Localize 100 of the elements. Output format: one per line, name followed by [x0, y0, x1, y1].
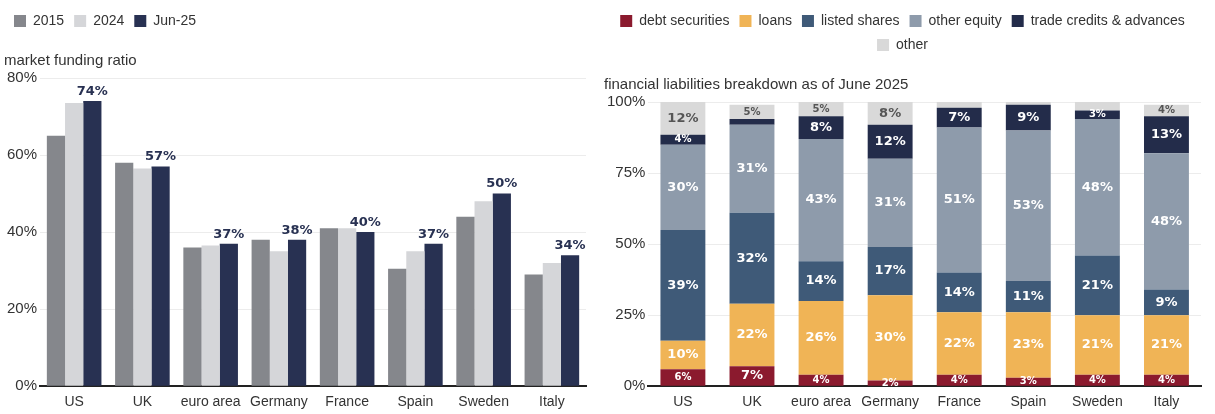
- y-tick-label: 75%: [615, 163, 646, 181]
- bar: [1074, 255, 1120, 316]
- y-tick-label: 20%: [6, 299, 38, 317]
- data-label: 4%: [950, 373, 968, 385]
- bar: [729, 119, 775, 125]
- y-tick-label: 80%: [6, 68, 38, 86]
- data-label: 8%: [879, 104, 902, 120]
- bar: [798, 261, 844, 301]
- bar: [729, 303, 775, 367]
- x-tick-label: euro area: [180, 393, 241, 410]
- bar: [1144, 116, 1189, 154]
- data-label: 57%: [145, 148, 177, 164]
- bar: [936, 127, 982, 273]
- y-tick-label: 0%: [623, 376, 646, 394]
- data-label: 43%: [805, 191, 837, 207]
- data-label: 12%: [667, 109, 699, 125]
- data-label: 40%: [349, 213, 381, 229]
- data-label: 5%: [812, 102, 830, 114]
- data-label: 7%: [740, 367, 764, 383]
- bar: [867, 158, 913, 247]
- bar: [269, 251, 288, 386]
- data-label: 30%: [874, 329, 906, 345]
- x-tick-label: UK: [132, 393, 153, 410]
- legend-label: 2015: [33, 11, 65, 28]
- x-tick-label: US: [64, 393, 84, 410]
- y-tick-label: 25%: [615, 305, 646, 323]
- data-label: 21%: [1081, 276, 1113, 292]
- data-label: 9%: [1155, 293, 1178, 309]
- x-tick-label: UK: [742, 393, 763, 410]
- bar: [456, 216, 475, 386]
- x-tick-label: Germany: [861, 393, 919, 410]
- bar: [524, 274, 543, 386]
- legend-label: trade credits & advances: [1030, 11, 1185, 28]
- bar: [424, 243, 443, 386]
- data-label: 8%: [810, 118, 833, 134]
- bar: [1074, 102, 1120, 111]
- data-label: 10%: [667, 346, 699, 362]
- data-label: 74%: [76, 82, 108, 98]
- bar: [1144, 315, 1189, 375]
- data-label: 30%: [667, 178, 699, 194]
- legend-label: loans: [758, 11, 792, 28]
- data-label: 21%: [1150, 336, 1183, 352]
- data-label: 3%: [1088, 108, 1106, 120]
- chart-title: financial liabilities breakdown as of June 2025: [604, 75, 909, 93]
- data-label: 22%: [943, 334, 975, 350]
- data-label: 37%: [418, 225, 450, 241]
- data-label: 38%: [281, 221, 313, 237]
- bar: [406, 251, 425, 386]
- data-label: 26%: [805, 329, 837, 345]
- x-tick-label: Italy: [1153, 393, 1180, 410]
- data-label: 48%: [1150, 212, 1183, 228]
- x-tick-label: Sweden: [458, 393, 509, 410]
- data-label: 12%: [874, 133, 906, 149]
- data-label: 17%: [874, 262, 906, 278]
- legend-label: listed shares: [820, 11, 900, 28]
- x-tick-label: Italy: [539, 393, 565, 410]
- bar: [1074, 119, 1120, 256]
- bar: [542, 262, 561, 386]
- x-tick-label: US: [673, 393, 693, 410]
- data-label: 5%: [743, 105, 761, 117]
- legend-label: debt securities: [639, 11, 730, 28]
- bar: [474, 201, 493, 386]
- data-label: 3%: [1019, 375, 1037, 387]
- legend-label: Jun-25: [153, 11, 197, 28]
- y-tick-label: 50%: [615, 234, 646, 252]
- chart-title: market funding ratio: [4, 51, 137, 69]
- bar: [115, 162, 134, 386]
- bar: [1074, 315, 1120, 375]
- x-tick-label: Sweden: [1072, 393, 1123, 410]
- x-tick-label: Spain: [1010, 393, 1047, 410]
- y-tick-label: 60%: [6, 145, 38, 163]
- data-label: 53%: [1012, 197, 1044, 213]
- bar: [338, 228, 357, 386]
- y-tick-label: 40%: [6, 222, 38, 240]
- bar: [660, 144, 706, 230]
- data-label: 11%: [1012, 288, 1044, 304]
- legend-label: 2024: [93, 11, 125, 28]
- y-tick-label: 0%: [15, 376, 38, 394]
- data-label: 32%: [736, 249, 768, 265]
- data-label: 51%: [943, 191, 975, 207]
- bar: [729, 212, 775, 304]
- bar: [219, 243, 238, 386]
- data-label: 6%: [674, 371, 692, 383]
- data-label: 4%: [674, 133, 692, 145]
- data-label: 4%: [1157, 373, 1175, 385]
- data-label: 22%: [736, 326, 768, 342]
- data-label: 14%: [943, 283, 975, 299]
- x-tick-label: Germany: [250, 393, 308, 410]
- x-tick-label: Spain: [397, 393, 434, 410]
- legend-label: other: [896, 35, 929, 52]
- bar: [251, 239, 270, 386]
- data-label: 4%: [1157, 104, 1175, 116]
- data-label: 14%: [805, 272, 837, 288]
- bar: [729, 124, 775, 213]
- data-label: 21%: [1081, 336, 1113, 352]
- data-label: 2%: [881, 376, 899, 388]
- x-tick-label: euro area: [791, 393, 852, 410]
- bar: [936, 312, 982, 375]
- bar: [151, 166, 170, 386]
- data-label: 39%: [667, 276, 699, 292]
